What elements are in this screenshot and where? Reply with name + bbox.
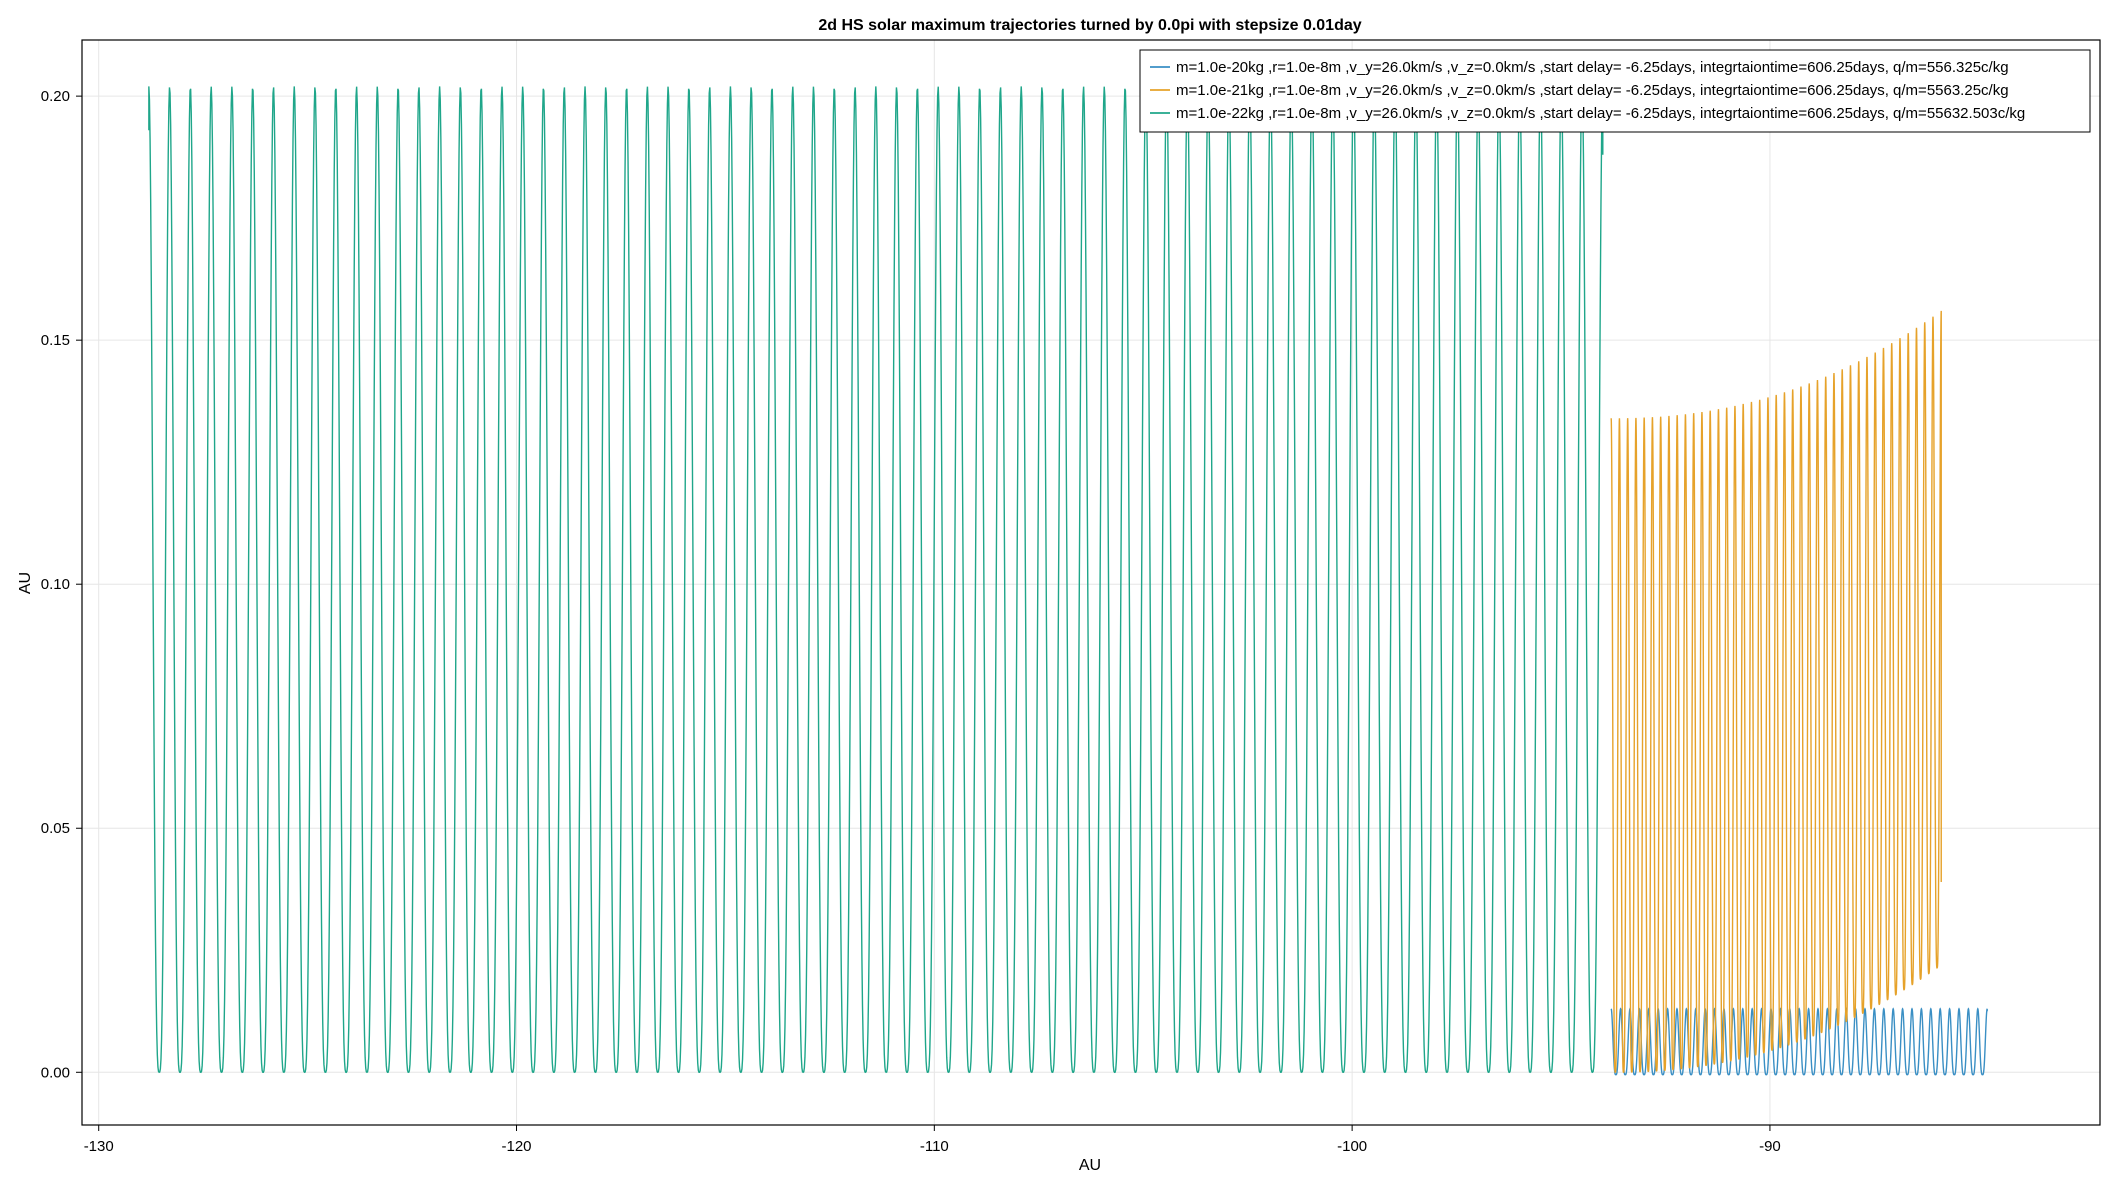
y-tick-label: 0.15 bbox=[41, 332, 70, 349]
series-line-2 bbox=[1610, 310, 1942, 1074]
y-tick-label: 0.20 bbox=[41, 88, 70, 105]
x-tick-label: -130 bbox=[84, 1138, 114, 1155]
x-tick-label: -90 bbox=[1759, 1138, 1781, 1155]
legend-label-2: m=1.0e-21kg ,r=1.0e-8m ,v_y=26.0km/s ,v_… bbox=[1176, 82, 2009, 99]
x-axis-label: AU bbox=[1079, 1157, 1101, 1174]
legend-box bbox=[1139, 49, 2091, 133]
y-tick-label: 0.05 bbox=[41, 820, 70, 837]
x-tick-label: -100 bbox=[1337, 1138, 1367, 1155]
legend: m=1.0e-20kg ,r=1.0e-8m ,v_y=26.0km/s ,v_… bbox=[1139, 49, 2091, 133]
x-tick-label: -110 bbox=[920, 1138, 949, 1155]
series-line-3 bbox=[148, 86, 1604, 1074]
y-tick-label: 0.10 bbox=[41, 576, 70, 593]
legend-label-1: m=1.0e-20kg ,r=1.0e-8m ,v_y=26.0km/s ,v_… bbox=[1176, 59, 2009, 76]
y-tick-label: 0.00 bbox=[41, 1064, 70, 1081]
axis-ticks: -130 -120 -110 -100 -90 0.00 0.05 0.10 0.15 0.20 bbox=[41, 88, 1781, 1155]
x-tick-label: -120 bbox=[502, 1138, 532, 1155]
series-lines bbox=[148, 86, 1988, 1076]
chart-title: 2d HS solar maximum trajectories turned … bbox=[818, 17, 1361, 34]
y-axis-label: AU bbox=[17, 572, 34, 594]
legend-label-3: m=1.0e-22kg ,r=1.0e-8m ,v_y=26.0km/s ,v_… bbox=[1176, 105, 2025, 122]
plot-frame bbox=[81, 39, 2101, 1126]
